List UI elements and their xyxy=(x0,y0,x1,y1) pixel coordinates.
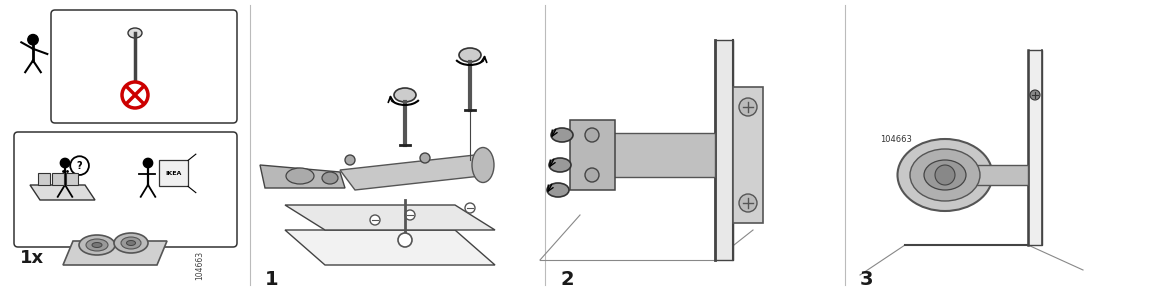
Text: 1: 1 xyxy=(265,270,279,289)
Ellipse shape xyxy=(395,88,417,102)
Bar xyxy=(1029,50,1042,245)
Ellipse shape xyxy=(547,183,569,197)
Circle shape xyxy=(370,215,379,225)
Ellipse shape xyxy=(121,237,141,249)
Ellipse shape xyxy=(115,233,148,253)
Polygon shape xyxy=(285,230,495,265)
Ellipse shape xyxy=(128,28,142,38)
Ellipse shape xyxy=(126,240,135,246)
Circle shape xyxy=(405,210,415,220)
Text: IKEA: IKEA xyxy=(165,171,182,176)
Circle shape xyxy=(143,158,153,168)
Bar xyxy=(66,173,78,185)
Circle shape xyxy=(398,233,412,247)
Circle shape xyxy=(739,98,757,116)
Text: ?: ? xyxy=(76,161,82,171)
Text: 1x: 1x xyxy=(20,249,44,267)
Ellipse shape xyxy=(322,172,338,184)
Polygon shape xyxy=(340,155,491,190)
Ellipse shape xyxy=(459,48,481,62)
Circle shape xyxy=(121,82,148,108)
Ellipse shape xyxy=(924,160,966,190)
Ellipse shape xyxy=(79,235,115,255)
Text: 3: 3 xyxy=(860,270,874,289)
Circle shape xyxy=(935,165,955,185)
Circle shape xyxy=(465,203,476,213)
Circle shape xyxy=(60,158,69,168)
Ellipse shape xyxy=(898,139,993,211)
Circle shape xyxy=(585,168,599,182)
Circle shape xyxy=(420,153,430,163)
Bar xyxy=(715,40,734,260)
Bar xyxy=(160,160,189,186)
Circle shape xyxy=(739,194,757,212)
Ellipse shape xyxy=(286,168,314,184)
Ellipse shape xyxy=(911,149,980,201)
Circle shape xyxy=(28,35,38,45)
Circle shape xyxy=(585,128,599,142)
Ellipse shape xyxy=(86,239,108,251)
Ellipse shape xyxy=(93,242,102,247)
Text: 2: 2 xyxy=(560,270,574,289)
Polygon shape xyxy=(285,205,495,230)
Polygon shape xyxy=(945,165,1029,185)
Bar xyxy=(734,87,762,223)
Polygon shape xyxy=(575,133,715,177)
Text: 104663: 104663 xyxy=(880,135,912,144)
Ellipse shape xyxy=(550,158,572,172)
Circle shape xyxy=(1030,90,1040,100)
Bar xyxy=(38,173,50,185)
Polygon shape xyxy=(260,165,345,188)
Bar xyxy=(52,173,64,185)
Polygon shape xyxy=(62,241,167,265)
Ellipse shape xyxy=(551,128,573,142)
Polygon shape xyxy=(30,185,95,200)
Ellipse shape xyxy=(472,148,494,182)
Bar xyxy=(570,120,616,190)
Circle shape xyxy=(71,156,89,175)
Circle shape xyxy=(345,155,355,165)
Text: 104663: 104663 xyxy=(196,251,205,280)
